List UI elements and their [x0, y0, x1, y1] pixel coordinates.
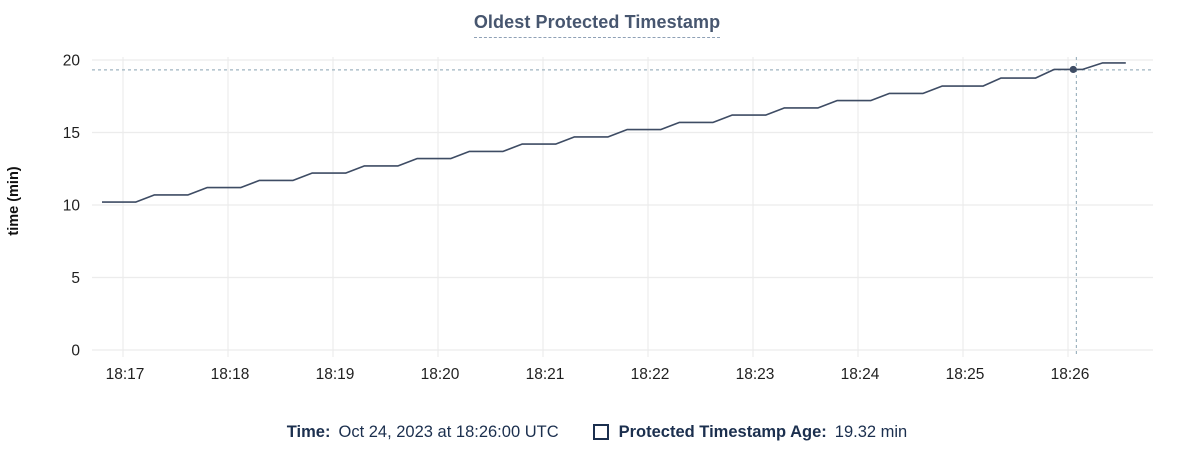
y-tick-label: 0 — [71, 343, 80, 360]
legend-series-item[interactable]: Protected Timestamp Age: 19.32 min — [592, 422, 908, 442]
x-tick-label: 18:18 — [211, 366, 250, 383]
y-tick-label: 20 — [63, 53, 81, 70]
x-tick-label: 18:25 — [946, 366, 985, 383]
x-tick-label: 18:20 — [421, 366, 460, 383]
legend-series-value: 19.32 min — [834, 422, 908, 441]
legend-time-label: Time: — [286, 422, 331, 441]
x-tick-label: 18:21 — [526, 366, 565, 383]
legend-time-value: Oct 24, 2023 at 18:26:00 UTC — [338, 422, 559, 441]
hover-dot — [1069, 65, 1077, 74]
chart-title[interactable]: Oldest Protected Timestamp — [473, 12, 721, 38]
chart-legend: Time: Oct 24, 2023 at 18:26:00 UTC Prote… — [0, 418, 1194, 446]
series-line — [102, 62, 1126, 203]
x-tick-label: 18:26 — [1051, 366, 1090, 383]
x-tick-label: 18:24 — [841, 366, 880, 383]
x-tick-label: 18:17 — [106, 366, 145, 383]
y-tick-label: 5 — [71, 270, 80, 287]
legend-time-item: Time: Oct 24, 2023 at 18:26:00 UTC — [287, 423, 559, 442]
x-tick-label: 18:22 — [631, 366, 670, 383]
legend-series-label: Protected Timestamp Age: — [618, 422, 827, 441]
x-tick-label: 18:19 — [316, 366, 355, 383]
x-tick-label: 18:23 — [736, 366, 775, 383]
y-tick-label: 15 — [63, 125, 80, 142]
series-checkbox[interactable] — [592, 424, 609, 440]
chart-title-row: Oldest Protected Timestamp — [0, 12, 1194, 38]
y-tick-label: 10 — [63, 198, 81, 215]
